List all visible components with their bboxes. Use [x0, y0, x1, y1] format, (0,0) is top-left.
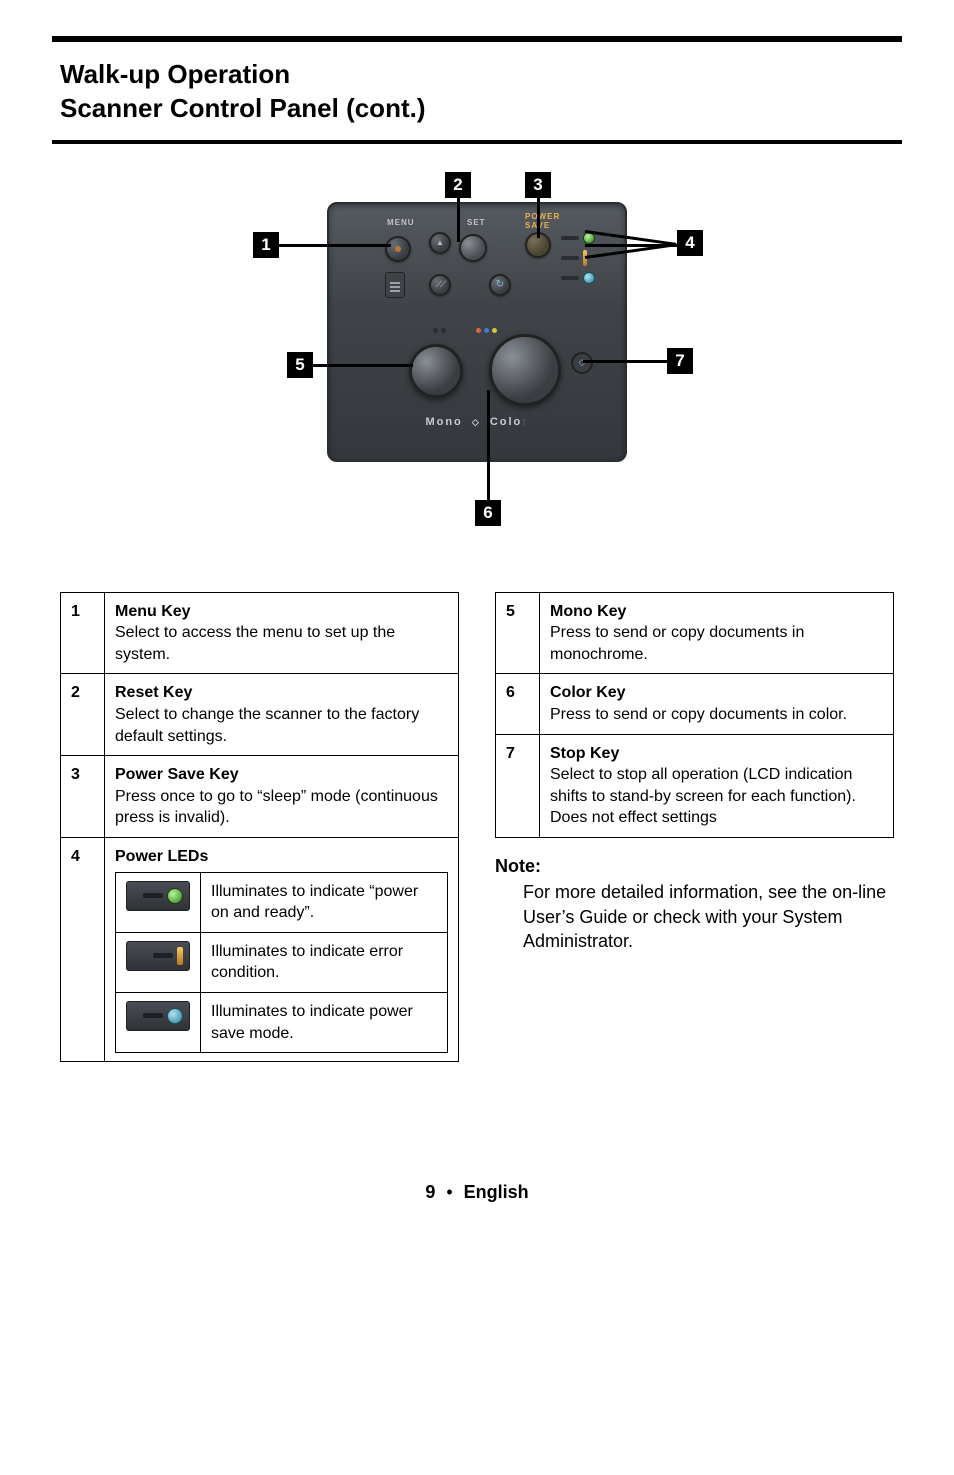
footer-separator: •	[446, 1182, 452, 1202]
key-title: Reset Key	[115, 684, 192, 701]
row-index: 3	[61, 756, 105, 838]
callout-3: 3	[525, 172, 551, 198]
right-description-table: 5 Mono Key Press to send or copy documen…	[495, 592, 894, 838]
key-title: Menu Key	[115, 603, 191, 620]
row-index: 7	[496, 734, 540, 837]
row-content: Stop Key Select to stop all operation (L…	[540, 734, 894, 837]
color-key-button	[489, 334, 561, 406]
mono-dots-icon	[433, 328, 446, 333]
leader-line	[313, 364, 413, 367]
row-index: 4	[61, 837, 105, 1061]
row-content: Color Key Press to send or copy document…	[540, 674, 894, 734]
key-body: Select to access the menu to set up the …	[115, 624, 395, 663]
footer-language: English	[464, 1182, 529, 1202]
set-key-button	[459, 234, 487, 262]
key-body: Press once to go to “sleep” mode (contin…	[115, 788, 438, 827]
mono-color-label: Mono ◇ Color	[329, 416, 625, 428]
led-row: Illuminates to indicate “power on and re…	[116, 872, 448, 932]
leader-line	[537, 198, 540, 238]
leader-line	[583, 360, 667, 363]
led-swatch-blue-icon	[126, 1001, 190, 1031]
description-columns: 1 Menu Key Select to access the menu to …	[60, 592, 894, 1063]
table-row: 2 Reset Key Select to change the scanner…	[61, 674, 459, 756]
note-body: For more detailed information, see the o…	[523, 880, 894, 953]
reset-key-button	[385, 272, 405, 298]
key-body: Select to stop all operation (LCD indica…	[550, 766, 856, 826]
row-index: 2	[61, 674, 105, 756]
callout-4: 4	[677, 230, 703, 256]
top-rule	[52, 36, 902, 42]
key-body: Select to change the scanner to the fact…	[115, 706, 419, 745]
mono-key-button	[409, 344, 463, 398]
scanner-control-panel: Menu set Power Save	[327, 202, 627, 462]
led-legend-table: Illuminates to indicate “power on and re…	[115, 872, 448, 1054]
menu-key-button	[385, 236, 411, 262]
key-title: Mono Key	[550, 603, 626, 620]
panel-label-set: set	[467, 218, 486, 227]
callout-5: 5	[287, 352, 313, 378]
row-index: 5	[496, 592, 540, 674]
row-content: Menu Key Select to access the menu to se…	[105, 592, 459, 674]
left-description-table: 1 Menu Key Select to access the menu to …	[60, 592, 459, 1063]
led-text: Illuminates to indicate “power on and re…	[201, 872, 448, 932]
right-column: 5 Mono Key Press to send or copy documen…	[495, 592, 894, 954]
row-content: Mono Key Press to send or copy documents…	[540, 592, 894, 674]
page-footer: 9 • English	[60, 1182, 894, 1203]
mid-rule	[52, 140, 902, 144]
row-content: Power LEDs Illuminates to indicate “powe…	[105, 837, 459, 1061]
key-title: Power LEDs	[115, 848, 208, 865]
callout-2: 2	[445, 172, 471, 198]
key-body: Press to send or copy documents in monoc…	[550, 624, 804, 663]
power-save-led-icon	[561, 272, 595, 284]
key-title: Stop Key	[550, 745, 619, 762]
footer-page-number: 9	[425, 1182, 435, 1202]
scanner-panel-diagram: Menu set Power Save	[247, 172, 707, 532]
up-nav-button	[429, 232, 451, 254]
table-row: 5 Mono Key Press to send or copy documen…	[496, 592, 894, 674]
row-index: 1	[61, 592, 105, 674]
callout-6: 6	[475, 500, 501, 526]
led-swatch-green-icon	[126, 881, 190, 911]
table-row: 1 Menu Key Select to access the menu to …	[61, 592, 459, 674]
leader-line	[487, 390, 490, 500]
note-block: Note: For more detailed information, see…	[495, 854, 894, 953]
note-label: Note:	[495, 854, 894, 878]
led-swatch-amber-icon	[126, 941, 190, 971]
led-row: Illuminates to indicate error condition.	[116, 932, 448, 992]
color-dots-icon	[476, 328, 497, 333]
table-row: 7 Stop Key Select to stop all operation …	[496, 734, 894, 837]
led-text: Illuminates to indicate error condition.	[201, 932, 448, 992]
leader-line	[279, 244, 391, 247]
callout-1: 1	[253, 232, 279, 258]
stop-key-button	[571, 352, 593, 374]
page-title: Walk-up Operation Scanner Control Panel …	[60, 58, 894, 126]
callout-7: 7	[667, 348, 693, 374]
leader-line	[457, 198, 460, 242]
diagram-container: Menu set Power Save	[60, 172, 894, 532]
row-content: Power Save Key Press once to go to “slee…	[105, 756, 459, 838]
aux-button	[489, 274, 511, 296]
key-title: Color Key	[550, 684, 626, 701]
left-column: 1 Menu Key Select to access the menu to …	[60, 592, 459, 1063]
led-row: Illuminates to indicate power save mode.	[116, 992, 448, 1052]
title-line-2: Scanner Control Panel (cont.)	[60, 93, 426, 123]
led-text: Illuminates to indicate power save mode.	[201, 992, 448, 1052]
table-row: 3 Power Save Key Press once to go to “sl…	[61, 756, 459, 838]
table-row: 4 Power LEDs Illuminates to indicate “po…	[61, 837, 459, 1061]
indicator-dots	[433, 328, 497, 333]
panel-label-menu: Menu	[387, 218, 415, 227]
table-row: 6 Color Key Press to send or copy docume…	[496, 674, 894, 734]
key-body: Press to send or copy documents in color…	[550, 706, 847, 723]
row-index: 6	[496, 674, 540, 734]
key-title: Power Save Key	[115, 766, 239, 783]
row-content: Reset Key Select to change the scanner t…	[105, 674, 459, 756]
nav-button	[429, 274, 451, 296]
title-line-1: Walk-up Operation	[60, 59, 290, 89]
panel-label-powersave: Power Save	[525, 212, 560, 230]
